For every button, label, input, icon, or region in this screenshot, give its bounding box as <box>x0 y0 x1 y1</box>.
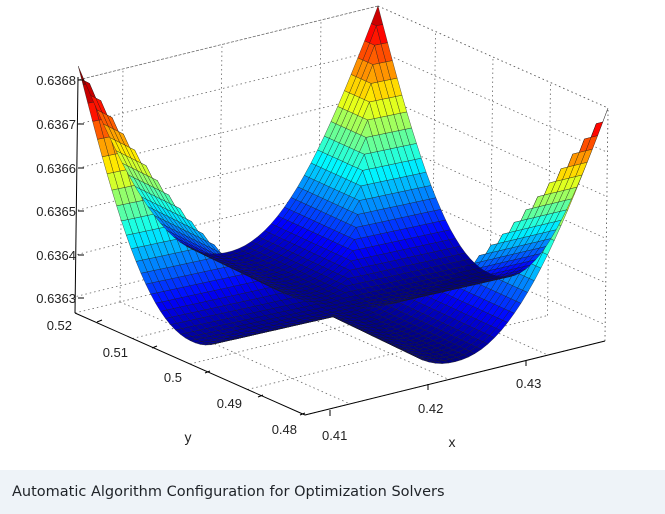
grid-line <box>377 49 608 153</box>
surface-patch <box>78 65 91 85</box>
grid-line <box>547 82 551 316</box>
x-tick-0.42: 0.42 <box>418 401 443 416</box>
grid-line <box>377 5 609 109</box>
grid-line <box>317 20 322 254</box>
grid-line <box>604 107 609 342</box>
x-tick-0.41: 0.41 <box>322 428 347 443</box>
grid-line <box>432 31 436 265</box>
z-tick-1: 0.6364 <box>36 248 76 263</box>
surface-plot-svg: 0.6363 0.6364 0.6365 0.6366 0.6367 0.636… <box>36 5 609 450</box>
z-tick-2: 0.6365 <box>36 204 76 219</box>
z-tick-4: 0.6367 <box>36 117 76 132</box>
axis-frame <box>74 76 606 416</box>
y-tick-0.48: 0.48 <box>272 422 297 437</box>
y-tick-0.49: 0.49 <box>217 396 242 411</box>
z-tick-3: 0.6366 <box>36 161 76 176</box>
z-tick-5: 0.6368 <box>36 73 76 88</box>
grid-line <box>376 94 608 197</box>
grid-line <box>75 180 376 256</box>
axis-labels: 0.6363 0.6364 0.6365 0.6366 0.6367 0.636… <box>36 73 541 450</box>
grid-line <box>77 5 379 81</box>
grid-line <box>489 56 494 291</box>
x-axis-title: x <box>449 434 456 450</box>
caption-text: Automatic Algorithm Configuration for Op… <box>12 484 445 500</box>
surface-patch <box>371 5 384 26</box>
surface-patch <box>590 121 604 138</box>
grid-line <box>119 301 351 405</box>
y-tick-0.51: 0.51 <box>103 345 128 360</box>
x-tick-0.43: 0.43 <box>516 376 541 391</box>
y-tick-0.5: 0.5 <box>164 370 182 385</box>
caption-bar: Automatic Algorithm Configuration for Op… <box>0 470 665 514</box>
grid-line <box>119 68 124 302</box>
grid-line <box>218 44 223 278</box>
z-tick-0: 0.6363 <box>36 291 76 306</box>
grid-line <box>77 49 378 125</box>
y-tick-0.52: 0.52 <box>47 318 72 333</box>
surface-plot: 0.6363 0.6364 0.6365 0.6366 0.6367 0.636… <box>36 5 609 450</box>
y-axis-title: y <box>185 429 192 445</box>
surface-mesh <box>78 5 609 364</box>
